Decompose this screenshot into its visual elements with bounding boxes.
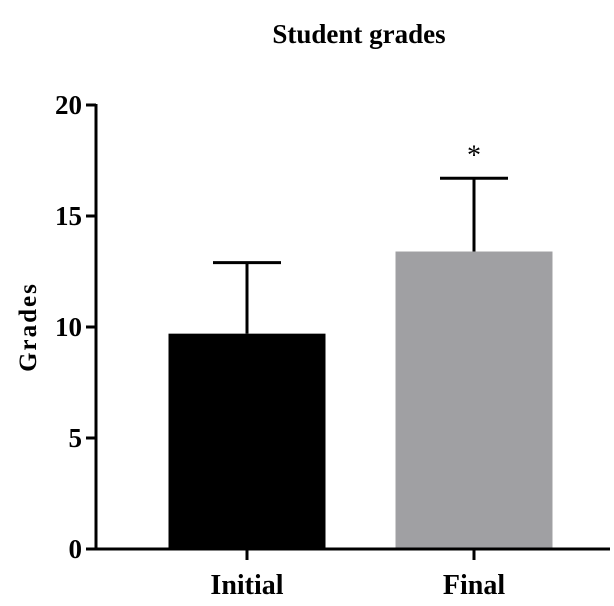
y-tick-label: 0 [69,534,83,564]
bar-final [395,251,553,549]
y-tick-label: 15 [55,201,82,231]
y-tick-label: 20 [55,90,82,120]
bars-layer: * [168,140,553,549]
axes-layer: Initial Final 0 5 10 15 20 [55,90,610,601]
y-axis-label: Grades [15,282,42,372]
significance-marker: * [467,140,481,171]
x-tick-label-final: Final [443,570,505,601]
x-tick-label-initial: Initial [210,570,283,601]
y-tick-label: 10 [55,312,82,342]
bar-initial [168,333,326,549]
chart-title: Student grades [272,19,445,49]
y-tick-label: 5 [69,423,83,453]
